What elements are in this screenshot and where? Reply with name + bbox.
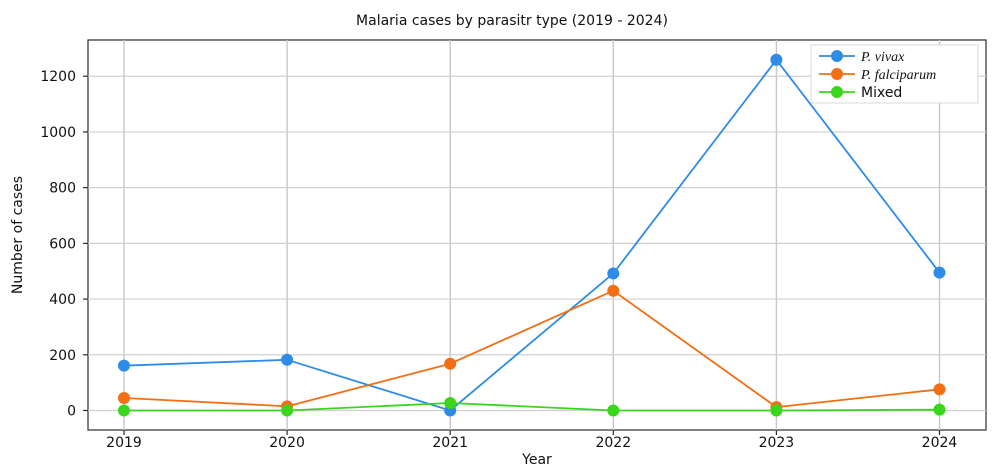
plot-frame xyxy=(87,39,987,431)
p-vivax-legend-label: P. vivax xyxy=(860,50,905,65)
x-tick-label: 2020 xyxy=(269,435,305,451)
p-falciparum-legend-label: P. falciparum xyxy=(860,68,936,83)
mixed-point xyxy=(770,404,783,417)
series-layer xyxy=(118,53,946,417)
y-tick-label: 1200 xyxy=(40,69,76,85)
mixed-legend-marker xyxy=(831,86,843,98)
x-tick-label: 2024 xyxy=(922,435,958,451)
x-tick-label: 2022 xyxy=(595,435,631,451)
y-tick-label: 0 xyxy=(67,404,76,420)
mixed-point xyxy=(118,404,130,417)
p-vivax-series-line xyxy=(123,58,941,412)
ticks-layer: 2019 2020 2021 2022 2023 2024 0 200 400 600 800 100… xyxy=(40,69,957,451)
mixed-legend-label: Mixed xyxy=(861,85,902,101)
y-tick-label: 1000 xyxy=(40,125,76,141)
mixed-point xyxy=(444,396,457,409)
p-vivax-point xyxy=(933,266,946,279)
chart-title: Malaria cases by parasitr type (2019 - 2… xyxy=(356,13,668,29)
p-falciparum-legend-marker xyxy=(831,68,843,80)
y-tick-label: 800 xyxy=(49,181,76,197)
p-vivax-point xyxy=(607,267,620,280)
y-tick-label: 200 xyxy=(49,348,76,364)
x-tick-label: 2021 xyxy=(432,435,468,451)
p-falciparum-series-line xyxy=(123,289,941,409)
p-vivax-point xyxy=(118,359,130,372)
p-vivax-point xyxy=(281,353,294,366)
p-falciparum-point xyxy=(118,391,130,404)
mixed-point xyxy=(933,403,946,416)
x-axis-label: Year xyxy=(521,452,552,468)
p-vivax-point xyxy=(770,53,783,66)
mixed-point xyxy=(607,404,620,417)
mixed-point xyxy=(281,404,294,417)
y-tick-label: 600 xyxy=(49,236,76,252)
p-falciparum-point xyxy=(444,357,457,370)
p-falciparum-point xyxy=(607,284,620,297)
x-tick-label: 2019 xyxy=(106,435,142,451)
p-vivax-legend-marker xyxy=(831,50,843,62)
p-falciparum-point xyxy=(933,383,946,396)
legend: P. vivax P. falciparum Mixed xyxy=(810,44,979,104)
x-tick-label: 2023 xyxy=(759,435,795,451)
y-tick-label: 400 xyxy=(49,292,76,308)
mixed-series-line xyxy=(123,402,941,412)
y-axis-label: Number of cases xyxy=(10,176,26,294)
